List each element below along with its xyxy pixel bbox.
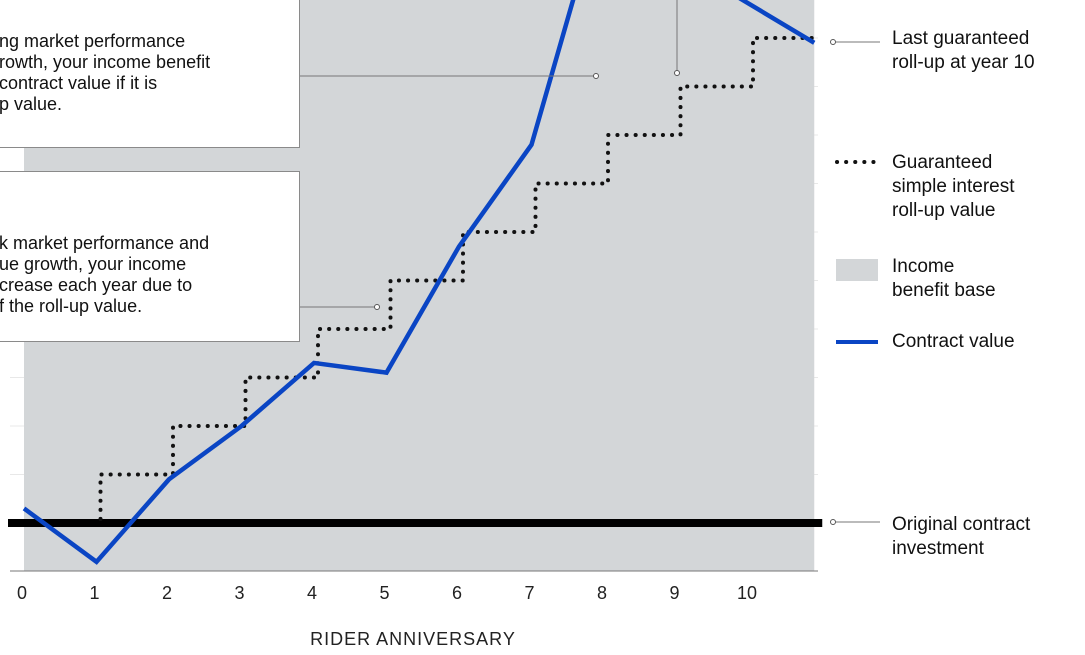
contract-value-line bbox=[22, 0, 816, 565]
legend-contract-value: Contract value bbox=[892, 330, 1015, 354]
legend-guaranteed-roll-up: Guaranteed simple interest roll-up value bbox=[892, 151, 1015, 223]
x-axis-label: RIDER ANNIVERSARY bbox=[310, 629, 516, 649]
callout-middle-line-4: f the roll-up value. bbox=[0, 296, 143, 316]
callout-top-line-4: p value. bbox=[0, 94, 63, 114]
legend-guaranteed-line-3: roll-up value bbox=[892, 200, 996, 221]
legend-guaranteed-line-1: Guaranteed bbox=[892, 152, 993, 173]
x-tick-label: 2 bbox=[162, 583, 172, 603]
x-tick-label: 3 bbox=[234, 583, 244, 603]
leader-marker bbox=[830, 39, 836, 45]
x-tick-label: 8 bbox=[597, 583, 607, 603]
legend-last-guaranteed: Last guaranteed roll-up at year 10 bbox=[892, 27, 1035, 75]
callout-middle: k market performance and ue growth, your… bbox=[0, 171, 300, 342]
x-tick-label: 4 bbox=[307, 583, 317, 603]
x-tick-label: 7 bbox=[524, 583, 534, 603]
legend-income-line-1: Income bbox=[892, 256, 955, 277]
x-tick-label: 10 bbox=[737, 583, 757, 603]
callout-middle-line-2: ue growth, your income bbox=[0, 254, 187, 274]
x-tick-label: 0 bbox=[17, 583, 27, 603]
x-tick-label: 1 bbox=[89, 583, 99, 603]
callout-top-line-1: ng market performance bbox=[0, 31, 186, 51]
legend-guaranteed-line-2: simple interest bbox=[892, 176, 1015, 197]
leader-marker bbox=[374, 304, 380, 310]
x-tick-labels: 0 1 2 3 4 5 6 7 8 9 10 bbox=[17, 583, 757, 603]
leader-marker bbox=[593, 73, 599, 79]
callout-middle-line-3: crease each year due to bbox=[0, 275, 193, 295]
callout-top-line-2: rowth, your income benefit bbox=[0, 52, 211, 72]
leader-marker bbox=[830, 519, 836, 525]
x-tick-label: 9 bbox=[669, 583, 679, 603]
legend-area-swatch-icon bbox=[836, 259, 878, 281]
legend-income-benefit-base: Income benefit base bbox=[892, 255, 996, 303]
legend-contract-line-1: Contract value bbox=[892, 331, 1015, 352]
legend-last-guaranteed-line-1: Last guaranteed bbox=[892, 28, 1030, 49]
x-tick-label: 5 bbox=[379, 583, 389, 603]
legend-original-line-2: investment bbox=[892, 538, 984, 559]
legend-income-line-2: benefit base bbox=[892, 280, 996, 301]
callout-middle-line-1: k market performance and bbox=[0, 233, 210, 253]
legend-marks bbox=[835, 160, 880, 344]
legend-last-guaranteed-line-2: roll-up at year 10 bbox=[892, 52, 1035, 73]
leader-marker bbox=[674, 70, 680, 76]
guaranteed-roll-up-line bbox=[98, 36, 817, 521]
legend-original-investment: Original contract investment bbox=[892, 513, 1030, 561]
callout-top-line-3: contract value if it is bbox=[0, 73, 158, 93]
x-tick-label: 6 bbox=[452, 583, 462, 603]
callout-leader-lines bbox=[300, 0, 880, 525]
callout-top: ng market performance rowth, your income… bbox=[0, 0, 300, 148]
legend-original-line-1: Original contract bbox=[892, 514, 1031, 535]
